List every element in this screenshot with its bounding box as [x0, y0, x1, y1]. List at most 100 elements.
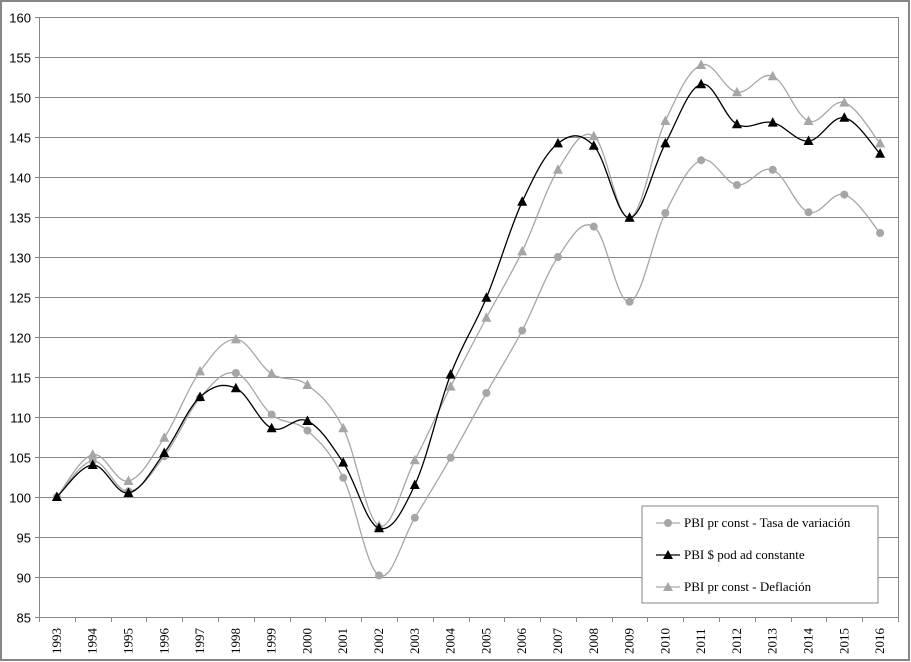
- triangle-marker-icon: [875, 137, 886, 148]
- series-2: [51, 59, 886, 530]
- triangle-marker-icon: [195, 391, 206, 401]
- x-tick-label: 2014: [801, 628, 816, 655]
- y-tick-label: 135: [9, 211, 31, 226]
- y-tick-label: 130: [9, 251, 31, 266]
- y-tick-label: 125: [9, 291, 31, 306]
- x-tick-label: 1993: [49, 628, 64, 654]
- x-tick-label: 2009: [622, 628, 637, 654]
- x-tick-label: 1997: [192, 628, 207, 655]
- triangle-marker-icon: [624, 212, 635, 222]
- triangle-marker-icon: [230, 333, 241, 344]
- circle-marker-icon: [339, 473, 348, 482]
- triangle-marker-icon: [696, 59, 707, 69]
- y-tick-label: 100: [9, 491, 31, 506]
- y-tick-label: 160: [9, 11, 31, 26]
- gridlines: [35, 17, 899, 618]
- triangle-marker-icon: [51, 491, 62, 501]
- circle-marker-icon: [375, 571, 384, 580]
- x-tick-label: 1999: [264, 628, 279, 654]
- legend-label: PBI $ pod ad constante: [684, 547, 805, 562]
- triangle-marker-icon: [517, 196, 528, 206]
- x-tick-label: 2000: [299, 628, 314, 654]
- circle-marker-icon: [303, 426, 312, 435]
- triangle-marker-icon: [409, 479, 420, 489]
- legend-label: PBI pr const - Deflación: [684, 579, 812, 594]
- triangle-marker-icon: [588, 130, 599, 141]
- triangle-marker-icon: [445, 369, 456, 379]
- triangle-marker-icon: [731, 86, 742, 97]
- y-tick-label: 105: [9, 451, 31, 466]
- triangle-marker-icon: [195, 365, 206, 376]
- x-tick-label: 2003: [407, 628, 422, 654]
- y-tick-label: 115: [10, 371, 31, 386]
- y-tick-label: 155: [9, 51, 31, 66]
- x-tick-label: 1995: [120, 628, 135, 654]
- x-tick-label: 2004: [443, 628, 458, 655]
- triangle-marker-icon: [266, 368, 277, 378]
- x-tick-label: 2002: [371, 628, 386, 654]
- series-1: [51, 78, 886, 533]
- triangle-marker-icon: [767, 117, 778, 127]
- circle-marker-icon: [589, 222, 598, 231]
- triangle-marker-icon: [839, 112, 850, 122]
- triangle-marker-icon: [445, 381, 456, 391]
- y-axis: 85 90 95 100 105 110 115 120 125 130 135 140 145 150 1…: [9, 11, 40, 626]
- circle-marker-icon: [482, 389, 491, 397]
- circle-marker-icon: [518, 326, 527, 335]
- triangle-marker-icon: [159, 432, 170, 442]
- series-group: [51, 59, 886, 580]
- x-tick-label: 1996: [156, 628, 171, 655]
- triangle-marker-icon: [338, 422, 349, 433]
- x-tick-label: 2010: [657, 628, 672, 654]
- triangle-marker-icon: [266, 422, 277, 433]
- circle-marker-icon: [625, 297, 634, 306]
- y-tick-label: 95: [17, 531, 31, 546]
- circle-marker-icon: [876, 229, 885, 237]
- triangle-marker-icon: [552, 137, 563, 148]
- x-tick-label: 2007: [550, 628, 565, 655]
- circle-marker-icon: [697, 156, 706, 165]
- triangle-marker-icon: [481, 312, 492, 322]
- triangle-marker-icon: [302, 379, 313, 389]
- y-tick-label: 120: [9, 331, 31, 346]
- triangle-marker-icon: [230, 382, 241, 393]
- triangle-marker-icon: [839, 97, 850, 107]
- triangle-marker-icon: [767, 70, 778, 81]
- x-axis: 1993 1994 1995 1996 1997 1998 1999 2000 2001 2002…: [39, 617, 899, 655]
- legend: PBI pr const - Tasa de variación PBI $ p…: [641, 505, 879, 604]
- x-tick-label: 2013: [765, 628, 780, 654]
- circle-marker-icon: [231, 369, 240, 377]
- legend-item-pod-ad: PBI $ pod ad constante: [656, 547, 805, 562]
- triangle-marker-icon: [803, 135, 814, 145]
- circle-marker-icon: [840, 190, 849, 199]
- triangle-marker-icon: [481, 292, 492, 302]
- circle-marker-icon: [732, 181, 741, 189]
- triangle-marker-icon: [588, 140, 599, 150]
- triangle-marker-icon: [302, 415, 313, 425]
- circle-marker-icon: [664, 519, 672, 527]
- triangle-marker-icon: [123, 475, 134, 485]
- x-tick-label: 2011: [693, 628, 708, 654]
- triangle-marker-icon: [123, 487, 134, 497]
- triangle-marker-icon: [660, 115, 671, 125]
- circle-marker-icon: [768, 165, 777, 174]
- triangle-marker-icon: [374, 522, 385, 533]
- x-tick-label: 1998: [228, 628, 243, 654]
- triangle-marker-icon: [159, 447, 170, 457]
- x-tick-label: 2015: [836, 628, 851, 654]
- triangle-marker-icon: [552, 164, 563, 174]
- triangle-marker-icon: [875, 148, 886, 158]
- y-tick-label: 140: [9, 171, 31, 186]
- circle-marker-icon: [446, 453, 455, 462]
- circle-marker-icon: [410, 513, 419, 522]
- x-tick-label: 2005: [478, 628, 493, 654]
- triangle-marker-icon: [731, 118, 742, 129]
- y-tick-label: 85: [17, 611, 31, 626]
- x-tick-label: 2006: [514, 628, 529, 655]
- x-tick-label: 1994: [85, 628, 100, 655]
- triangle-marker-icon: [663, 550, 673, 559]
- triangle-marker-icon: [660, 137, 671, 148]
- y-tick-label: 150: [9, 91, 31, 106]
